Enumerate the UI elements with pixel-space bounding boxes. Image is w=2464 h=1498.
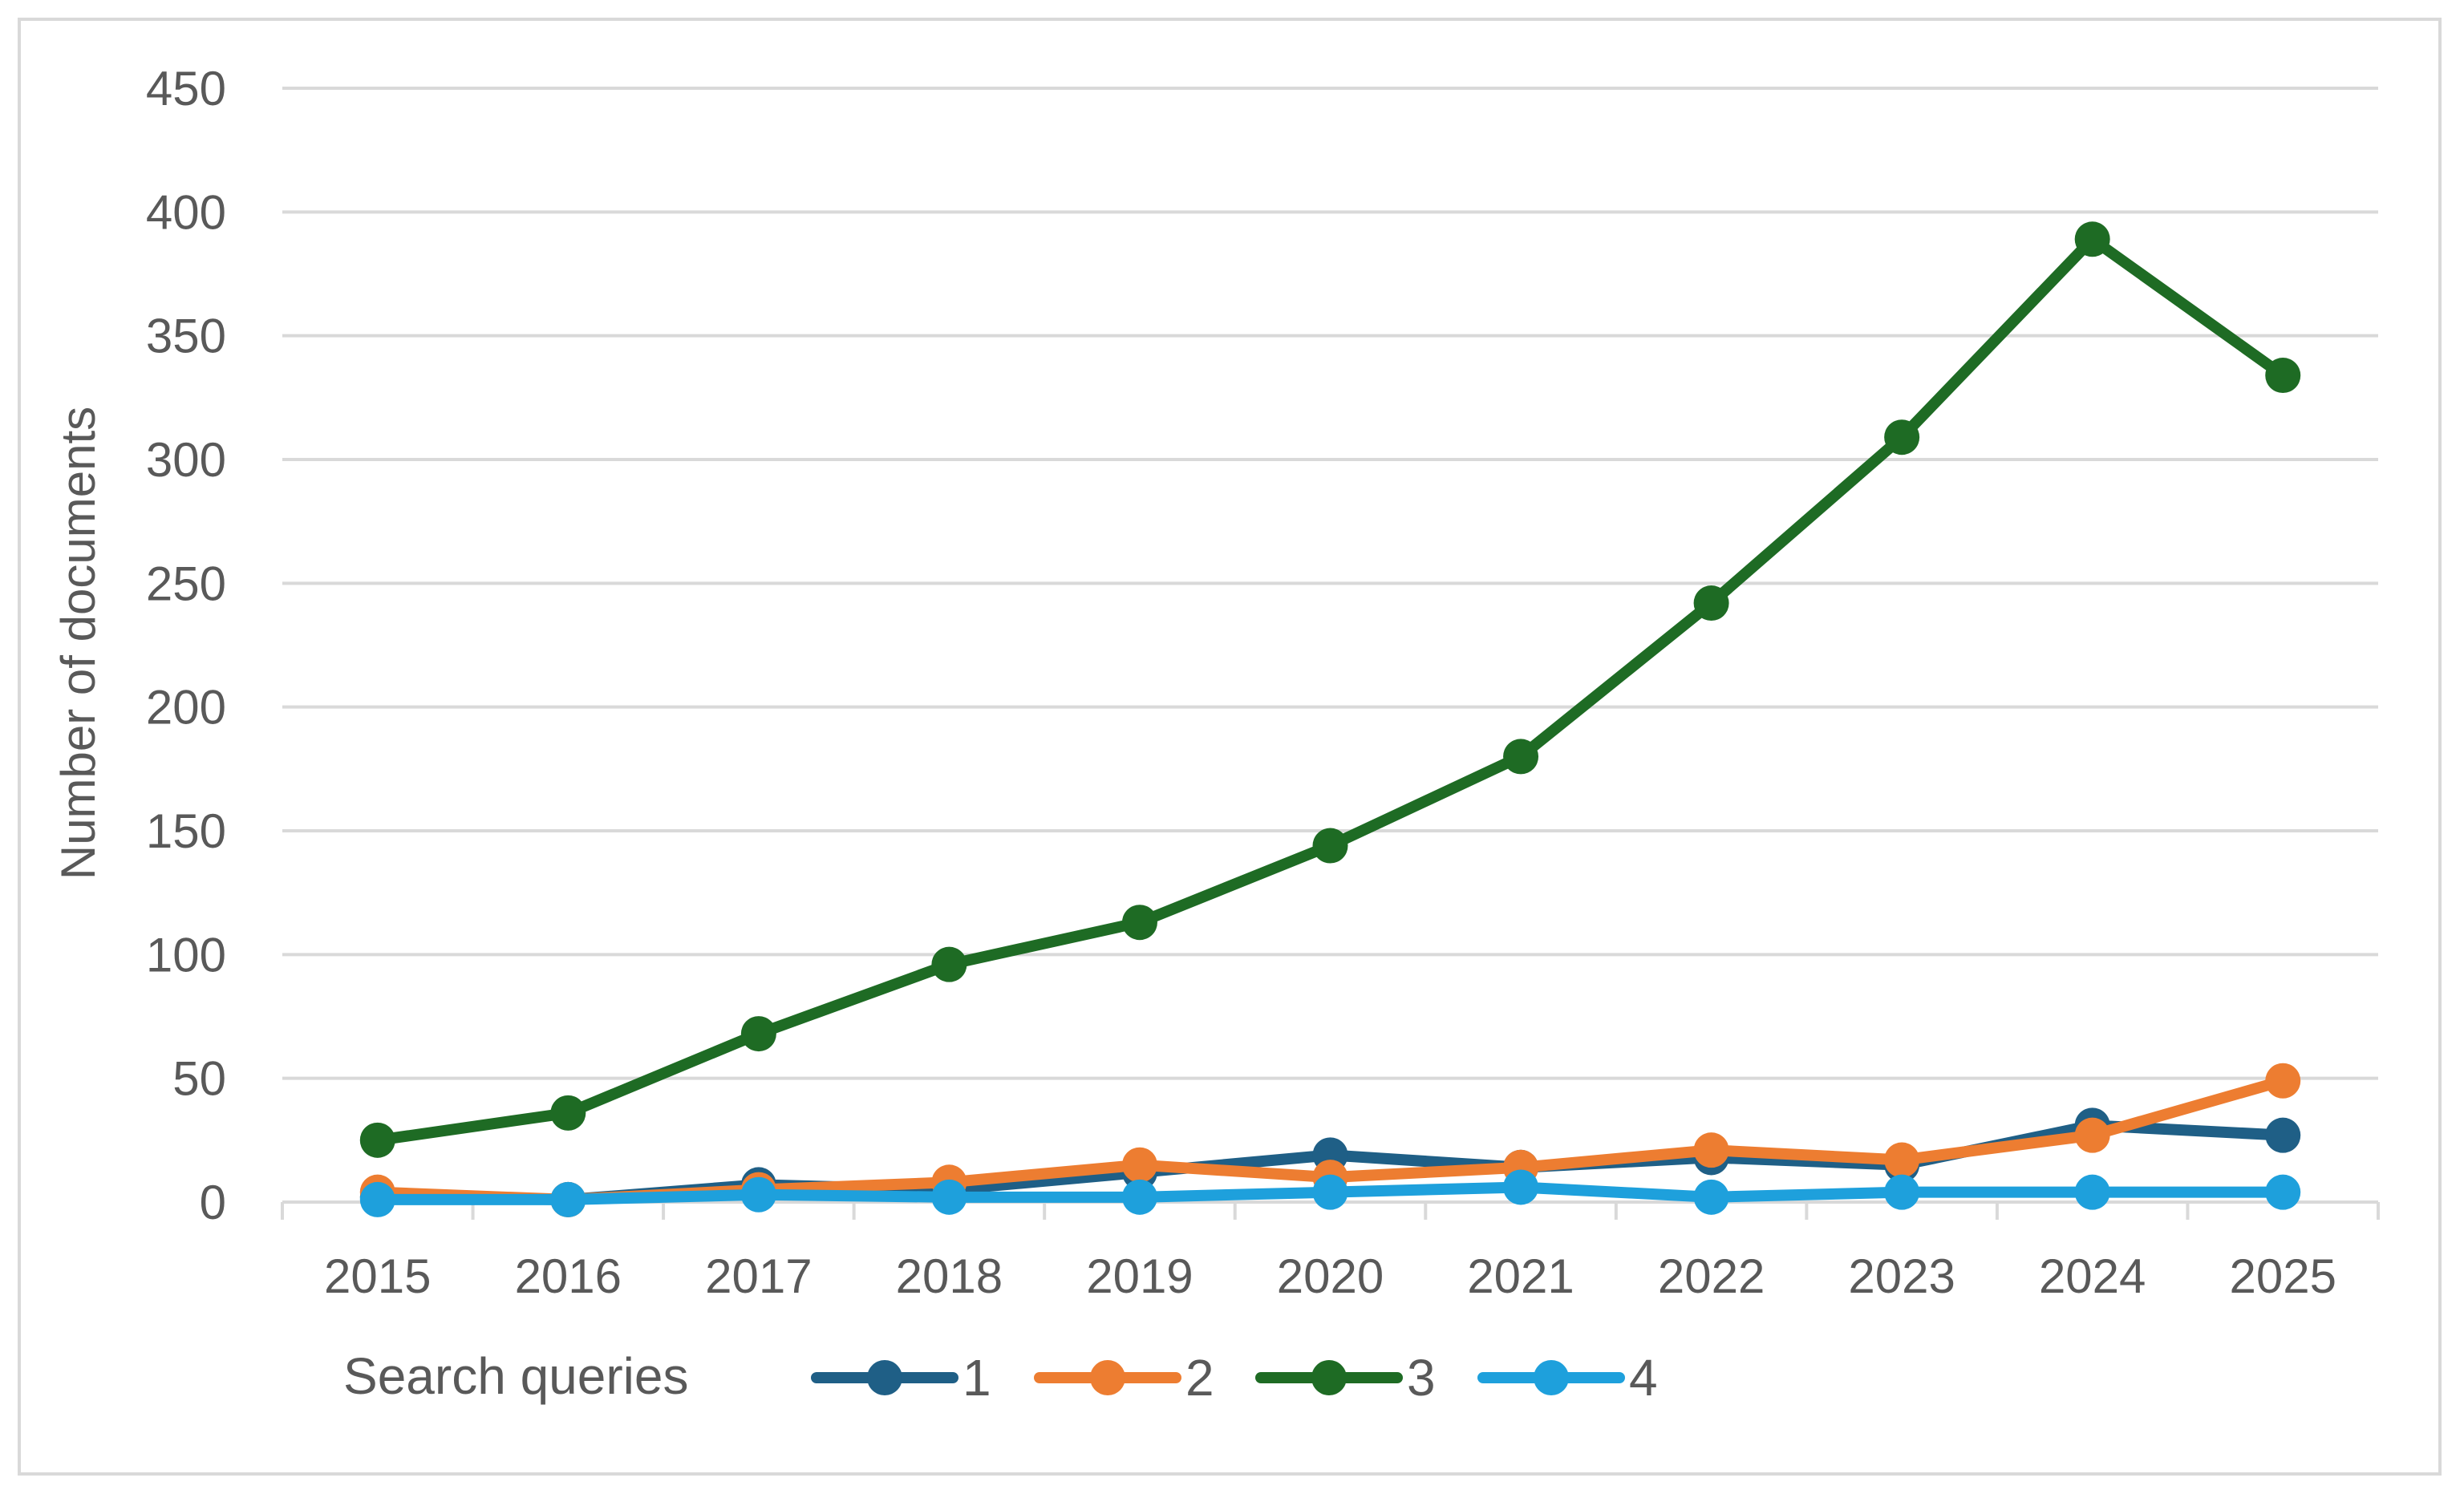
series-3-point [2265, 358, 2301, 394]
series-4-point [550, 1181, 586, 1217]
series-2-point [2265, 1063, 2301, 1099]
gridlines [281, 87, 2380, 1220]
x-tick-labels: 2015 2016 2017 2018 2019 2020 2021 2022 2023 2024… [324, 1249, 2336, 1303]
y-tick-labels: 0 50 100 150 200 250 300 350 400 450 [146, 62, 226, 1229]
series-3-point [550, 1095, 586, 1131]
series-3-point [2074, 221, 2110, 257]
x-tick-label: 2024 [2039, 1249, 2146, 1303]
x-tick-label: 2023 [1848, 1249, 1955, 1303]
y-tick-label: 350 [146, 310, 226, 363]
x-tick-label: 2020 [1277, 1249, 1384, 1303]
series-3-point [1121, 905, 1157, 941]
legend: Search queries 1 2 3 4 [343, 1347, 1658, 1407]
series-2-point [1121, 1147, 1157, 1183]
legend-title: Search queries [343, 1347, 688, 1405]
legend-swatch-marker [1534, 1360, 1569, 1395]
legend-label: 4 [1629, 1349, 1658, 1407]
legend-label: 1 [962, 1349, 991, 1407]
series-4-point [2074, 1174, 2110, 1210]
series-3-point [1312, 828, 1348, 864]
series-1-point [2265, 1117, 2301, 1153]
series-3-point [1884, 419, 1920, 455]
legend-label: 2 [1185, 1349, 1214, 1407]
series-3-point [931, 946, 967, 982]
legend-item-1: 1 [811, 1349, 991, 1407]
y-tick-label: 250 [146, 557, 226, 610]
chart-frame [18, 18, 2442, 1476]
x-tick-label: 2021 [1467, 1249, 1574, 1303]
series-2-point [2074, 1117, 2110, 1153]
x-tick-label: 2025 [2229, 1249, 2336, 1303]
series-2-point [1884, 1142, 1920, 1178]
y-tick-label: 150 [146, 804, 226, 858]
x-tick-label: 2016 [515, 1249, 622, 1303]
series-2-point [1693, 1132, 1729, 1168]
series-3-line [371, 233, 2289, 1146]
legend-swatch-marker [1311, 1360, 1347, 1395]
series-4-point [1503, 1169, 1539, 1205]
legend-swatch-marker [867, 1360, 902, 1395]
x-tick-label: 2015 [324, 1249, 431, 1303]
y-axis-title: Number of documents [51, 407, 105, 880]
legend-item-3: 3 [1255, 1349, 1436, 1407]
series-3-point [1693, 585, 1729, 621]
series-3-point [740, 1016, 776, 1052]
y-tick-label: 50 [172, 1052, 226, 1106]
x-tick-label: 2022 [1658, 1249, 1765, 1303]
series-4-point [2265, 1174, 2301, 1210]
y-tick-label: 400 [146, 185, 226, 239]
series-4-point [359, 1181, 395, 1217]
legend-item-2: 2 [1034, 1349, 1214, 1407]
series-4-point [1121, 1179, 1157, 1215]
series-4-point [1312, 1174, 1348, 1210]
legend-items: 1 2 3 4 [811, 1349, 1658, 1407]
y-tick-label: 450 [146, 62, 226, 115]
series-4 [359, 1169, 2301, 1217]
y-tick-label: 300 [146, 433, 226, 487]
series-4-point [1693, 1179, 1729, 1215]
legend-label: 3 [1407, 1349, 1436, 1407]
series-4-point [931, 1179, 967, 1215]
series-3-point [359, 1122, 395, 1158]
legend-swatch-marker [1090, 1360, 1125, 1395]
legend-item-4: 4 [1477, 1349, 1658, 1407]
y-tick-label: 0 [200, 1176, 226, 1229]
series-4-point [1884, 1174, 1920, 1210]
y-tick-label: 100 [146, 928, 226, 982]
series-lines [359, 221, 2301, 1217]
x-tick-label: 2018 [896, 1249, 1003, 1303]
y-tick-label: 200 [146, 681, 226, 735]
series-3-point [1503, 739, 1539, 775]
x-tick-label: 2017 [705, 1249, 812, 1303]
x-tick-label: 2019 [1086, 1249, 1193, 1303]
series-3 [359, 221, 2301, 1158]
series-4-point [740, 1176, 776, 1213]
